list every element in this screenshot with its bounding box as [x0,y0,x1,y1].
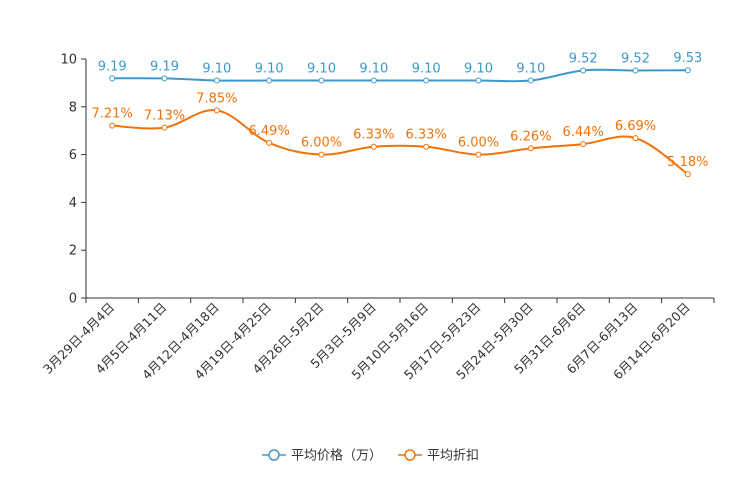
data-label: 9.10 [359,62,388,77]
data-label: 9.53 [673,51,702,66]
data-point [632,135,639,142]
data-label: 9.10 [255,62,284,77]
data-point [580,67,587,74]
data-point [370,143,377,150]
data-point [423,143,430,150]
data-point [318,77,325,84]
legend-item-1[interactable]: 平均价格（万） [262,448,382,464]
data-label: 6.49% [249,124,290,139]
series-lines [109,67,691,178]
legend-marker-icon [268,449,280,461]
series-line-2 [112,109,689,176]
data-label: 9.10 [307,62,336,77]
data-label: 9.19 [98,59,127,74]
data-label: 9.52 [621,51,650,66]
data-label: 6.44% [563,125,604,140]
data-label: 6.26% [510,129,551,144]
data-point [527,145,534,152]
data-label: 9.52 [569,51,598,66]
data-point [684,67,691,74]
data-point [109,122,116,129]
y-tick-label: 0 [69,292,77,307]
data-point [580,141,587,148]
data-point [161,124,168,131]
data-point [527,77,534,84]
data-point [213,107,220,114]
legend-label: 平均折扣 [427,449,479,464]
data-point [109,75,116,82]
series-line-1 [112,68,688,83]
data-label: 7.85% [196,91,237,106]
data-label: 6.33% [406,128,447,143]
y-tick-label: 6 [69,148,77,163]
data-point [318,151,325,158]
data-point [266,77,273,84]
y-tick-label: 2 [69,244,77,259]
data-point [161,75,168,82]
y-tick-label: 8 [69,100,77,115]
legend-marker-icon [404,449,416,461]
data-label: 6.00% [458,136,499,151]
data-point [213,77,220,84]
data-labels: 9.19 9.19 9.10 9.10 9.10 9.10 9.10 9.10 9.10 9.52… [92,51,709,170]
data-point [632,67,639,74]
data-label: 9.10 [464,62,493,77]
data-point [475,77,482,84]
y-tick-label: 4 [69,196,77,211]
legend-item-2[interactable]: 平均折扣 [398,449,479,464]
data-point [370,77,377,84]
data-label: 6.00% [301,136,342,151]
data-label: 9.10 [516,62,545,77]
data-label: 7.13% [144,109,185,124]
legend-label: 平均价格（万） [291,448,382,464]
data-point [684,171,691,178]
data-label: 6.33% [353,128,394,143]
data-label: 9.10 [202,62,231,77]
data-point [423,77,430,84]
axes: 02468103月29日-4月4日4月5日-4月11日4月12日-4月18日4月… [40,53,715,382]
data-label: 6.69% [615,119,656,134]
y-tick-label: 10 [60,53,77,68]
data-label: 9.10 [412,62,441,77]
data-point [475,151,482,158]
data-label: 7.21% [92,107,133,122]
data-label: 5.18% [667,155,708,170]
data-point [266,139,273,146]
legend[interactable]: 平均价格（万） 平均折扣 [262,448,479,464]
data-label: 9.19 [150,59,179,74]
